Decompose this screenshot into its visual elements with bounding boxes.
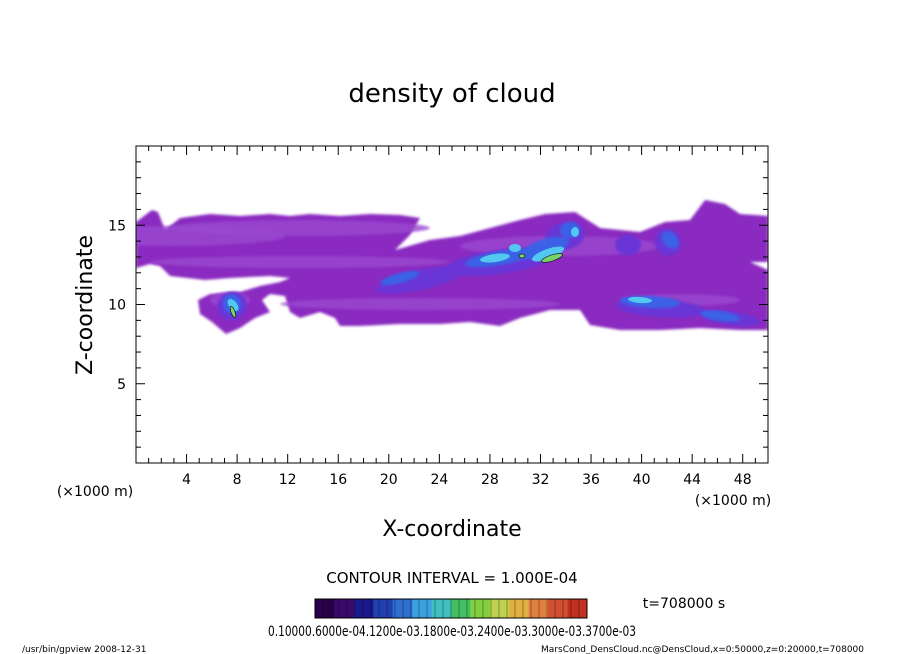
x-tick-label: 12 xyxy=(279,472,297,488)
colorbar-cell xyxy=(412,599,433,618)
cloud-dense xyxy=(661,231,679,249)
cloud-core xyxy=(227,299,239,311)
cloud-peak xyxy=(229,306,237,318)
colorbar-cell xyxy=(548,599,569,618)
x-tick-label: 24 xyxy=(430,472,448,488)
cloud-core xyxy=(509,244,521,252)
colorbar-cell xyxy=(528,599,549,618)
y-tick-label: 10 xyxy=(108,298,126,314)
x-tick-label: 40 xyxy=(633,472,651,488)
chart-title: density of cloud xyxy=(348,79,555,109)
cloud-field xyxy=(136,200,768,334)
footer-file-info: MarsCond_DensCloud.nc@DensCloud,x=0:5000… xyxy=(541,645,864,654)
colorbar-cell xyxy=(451,599,471,618)
cloud-dense xyxy=(380,270,420,286)
cloud-core xyxy=(480,253,510,263)
y-tick-label: 5 xyxy=(117,377,126,393)
contour-interval-text: CONTOUR INTERVAL = 1.000E-04 xyxy=(326,569,577,587)
cloud-band xyxy=(170,220,430,236)
x-tick-label: 32 xyxy=(532,472,550,488)
colorbar-frame xyxy=(314,598,588,619)
cloud-core xyxy=(571,227,579,237)
colorbar xyxy=(315,599,588,618)
y-axis-ticks: 5 10 15 xyxy=(108,161,768,448)
x-tick-label: 36 xyxy=(582,472,600,488)
colorbar-cell xyxy=(489,599,510,618)
cloud-peak xyxy=(518,253,526,259)
field-core-layer xyxy=(217,221,760,327)
colorbar-cell xyxy=(353,599,374,618)
cloud-core xyxy=(628,296,652,304)
x-tick-label: 4 xyxy=(182,472,191,488)
cloud-dense xyxy=(700,310,740,322)
x-tick-label: 28 xyxy=(481,472,499,488)
cloud-dense xyxy=(521,236,569,260)
x-tick-label: 8 xyxy=(233,472,242,488)
y-axis-label: Z-coordinate xyxy=(73,235,98,375)
colorbar-cell xyxy=(431,599,452,618)
x-tick-label: 16 xyxy=(329,472,347,488)
colorbar-cell xyxy=(315,599,335,618)
cloud-band xyxy=(150,256,450,268)
cloud-mid xyxy=(375,266,465,294)
x-tick-label: 20 xyxy=(380,472,398,488)
x-unit-right: (×1000 m) xyxy=(695,493,771,509)
x-tick-label: 44 xyxy=(683,472,701,488)
cloud-peak xyxy=(541,253,563,263)
footer-program-date: /usr/bin/gpview 2008-12-31 xyxy=(22,645,146,654)
cloud-band xyxy=(280,298,560,310)
colorbar-cell xyxy=(392,599,413,618)
time-label: t=708000 s xyxy=(643,596,725,612)
colorbar-cell xyxy=(373,599,394,618)
colorbar-cell xyxy=(509,599,530,618)
x-axis-ticks: 4 8 12 16 20 24 28 32 36 40 44 48 xyxy=(148,146,756,488)
x-tick-label: 48 xyxy=(734,472,752,488)
x-axis-label: X-coordinate xyxy=(382,517,521,542)
colorbar-cell xyxy=(470,599,491,618)
cloud-core xyxy=(531,246,565,262)
colorbar-labels: 0.10000.6000e-04.1200e-03.1800e-03.2400e… xyxy=(268,624,636,640)
y-tick-label: 15 xyxy=(108,218,126,234)
colorbar-cell xyxy=(334,599,355,618)
colorbar-cell xyxy=(567,599,588,618)
cloud-mid xyxy=(615,235,641,255)
x-unit-left: (×1000 m) xyxy=(57,484,133,500)
